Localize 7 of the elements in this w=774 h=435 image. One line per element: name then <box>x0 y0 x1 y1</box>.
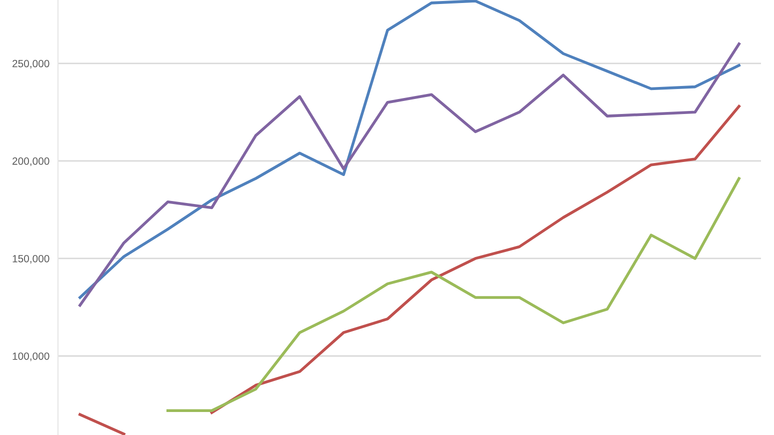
y-tick-label: 200,000 <box>12 157 50 166</box>
y-tick-label: 150,000 <box>12 254 50 264</box>
line-series <box>78 42 740 307</box>
y-tick-label: 100,000 <box>12 352 50 362</box>
y-tick-label: 250,000 <box>12 60 50 69</box>
line-series <box>166 177 740 412</box>
line-series <box>78 0 740 299</box>
